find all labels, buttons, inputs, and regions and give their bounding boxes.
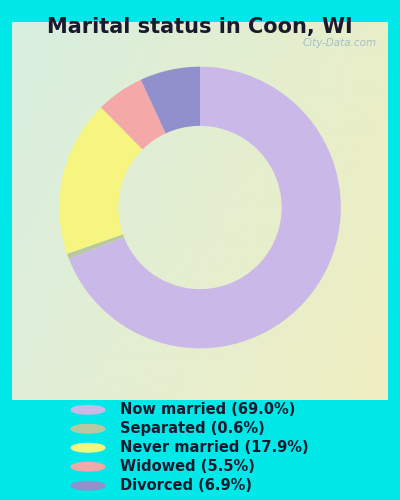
Wedge shape <box>67 234 124 259</box>
Text: Divorced (6.9%): Divorced (6.9%) <box>120 478 252 493</box>
Circle shape <box>71 424 105 433</box>
Text: Now married (69.0%): Now married (69.0%) <box>120 402 295 417</box>
Circle shape <box>71 462 105 471</box>
Text: Widowed (5.5%): Widowed (5.5%) <box>120 459 255 474</box>
Wedge shape <box>69 66 341 348</box>
Wedge shape <box>59 108 142 254</box>
Circle shape <box>71 444 105 452</box>
Text: Never married (17.9%): Never married (17.9%) <box>120 440 309 455</box>
Circle shape <box>71 482 105 490</box>
Circle shape <box>71 406 105 414</box>
Text: Marital status in Coon, WI: Marital status in Coon, WI <box>47 18 353 38</box>
Wedge shape <box>141 66 200 134</box>
Text: City-Data.com: City-Data.com <box>302 38 377 48</box>
Text: Separated (0.6%): Separated (0.6%) <box>120 422 265 436</box>
Wedge shape <box>101 80 166 150</box>
